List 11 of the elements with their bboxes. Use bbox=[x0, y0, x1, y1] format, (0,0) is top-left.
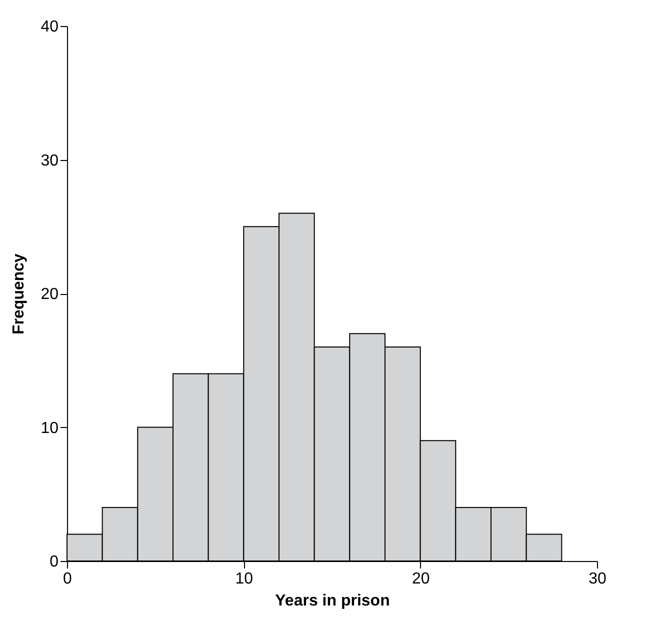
y-axis-title: Frequency bbox=[10, 253, 28, 334]
x-axis-title: Years in prison bbox=[275, 592, 390, 610]
y-tick-label: 10 bbox=[40, 420, 59, 437]
x-tick-label: 10 bbox=[235, 570, 254, 588]
y-tick-label: 20 bbox=[40, 286, 59, 303]
y-tick-label: 30 bbox=[40, 152, 59, 170]
y-tick-label: 40 bbox=[40, 18, 59, 36]
x-tick-label: 30 bbox=[588, 570, 606, 588]
x-tick-label: 0 bbox=[63, 570, 72, 588]
y-tick-label: 0 bbox=[50, 554, 59, 570]
x-tick-label: 20 bbox=[412, 570, 430, 588]
